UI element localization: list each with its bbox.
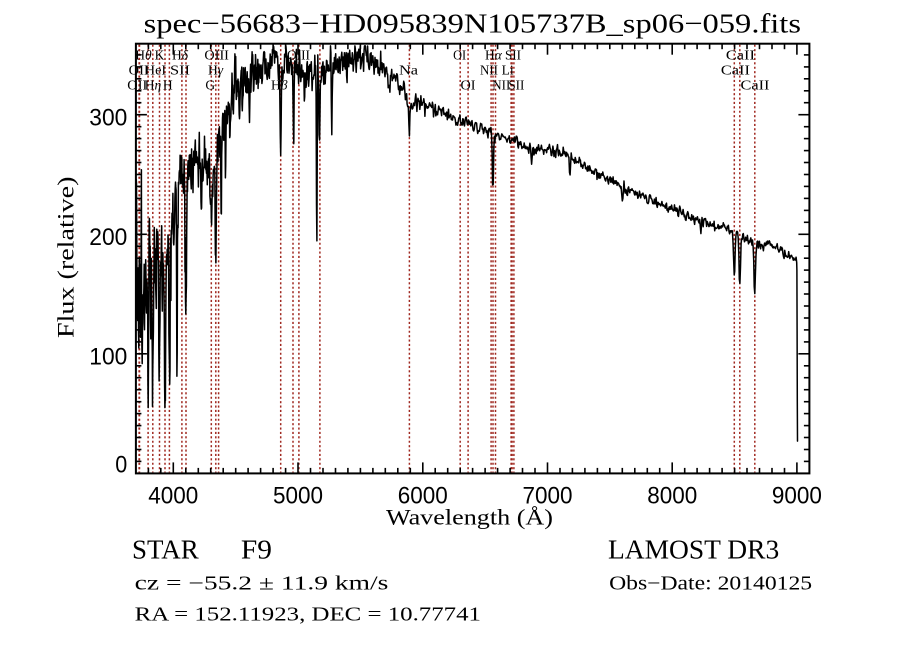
svg-text:7000: 7000 xyxy=(523,483,573,510)
svg-text:SII: SII xyxy=(170,63,191,78)
svg-text:F9: F9 xyxy=(241,534,272,564)
svg-text:Hα: Hα xyxy=(485,48,503,63)
svg-text:300: 300 xyxy=(89,104,127,131)
svg-text:6000: 6000 xyxy=(398,483,448,510)
svg-text:100: 100 xyxy=(89,343,127,370)
svg-text:NII: NII xyxy=(492,78,510,93)
svg-text:H: H xyxy=(163,78,173,93)
svg-text:OIII: OIII xyxy=(204,48,229,63)
svg-text:SII: SII xyxy=(505,48,521,63)
svg-text:HeI: HeI xyxy=(145,63,167,78)
svg-text:CaII: CaII xyxy=(741,78,771,93)
svg-text:5000: 5000 xyxy=(273,483,323,510)
svg-text:Hθ: Hθ xyxy=(135,48,152,63)
svg-text:spec−56683−HD095839N105737B_sp: spec−56683−HD095839N105737B_sp06−059.fit… xyxy=(144,7,801,38)
svg-text:Flux (relative): Flux (relative) xyxy=(54,177,79,339)
svg-text:RA = 152.11923, DEC = 10.7774: RA = 152.11923, DEC = 10.77741 xyxy=(135,604,481,626)
svg-text:Wavelength (Å): Wavelength (Å) xyxy=(386,505,553,530)
svg-text:Obs−Date: 20140125: Obs−Date: 20140125 xyxy=(609,573,812,595)
svg-text:9000: 9000 xyxy=(772,483,822,510)
svg-text:Na: Na xyxy=(399,63,418,78)
svg-text:STAR: STAR xyxy=(132,534,199,564)
svg-text:OII: OII xyxy=(127,78,148,93)
svg-text:CaII: CaII xyxy=(726,48,756,63)
svg-text:CaII: CaII xyxy=(721,63,751,78)
svg-text:0: 0 xyxy=(115,451,127,478)
svg-text:NII: NII xyxy=(480,63,498,78)
svg-text:K: K xyxy=(155,48,165,63)
svg-text:cz = −55.2 ± 11.9 km/s: cz = −55.2 ± 11.9 km/s xyxy=(135,573,389,595)
svg-text:Hδ: Hδ xyxy=(172,48,189,63)
svg-text:Hη: Hη xyxy=(145,78,162,93)
svg-text:Li: Li xyxy=(502,63,514,78)
svg-text:SII: SII xyxy=(508,78,524,93)
svg-text:4000: 4000 xyxy=(148,483,198,510)
svg-text:LAMOST DR3: LAMOST DR3 xyxy=(608,534,779,564)
svg-text:OI: OI xyxy=(461,78,477,93)
svg-text:OII: OII xyxy=(129,63,150,78)
svg-text:Hγ: Hγ xyxy=(208,63,224,78)
svg-text:200: 200 xyxy=(89,224,127,251)
svg-text:OI: OI xyxy=(453,48,466,63)
svg-text:G: G xyxy=(205,78,215,93)
svg-text:8000: 8000 xyxy=(647,483,697,510)
